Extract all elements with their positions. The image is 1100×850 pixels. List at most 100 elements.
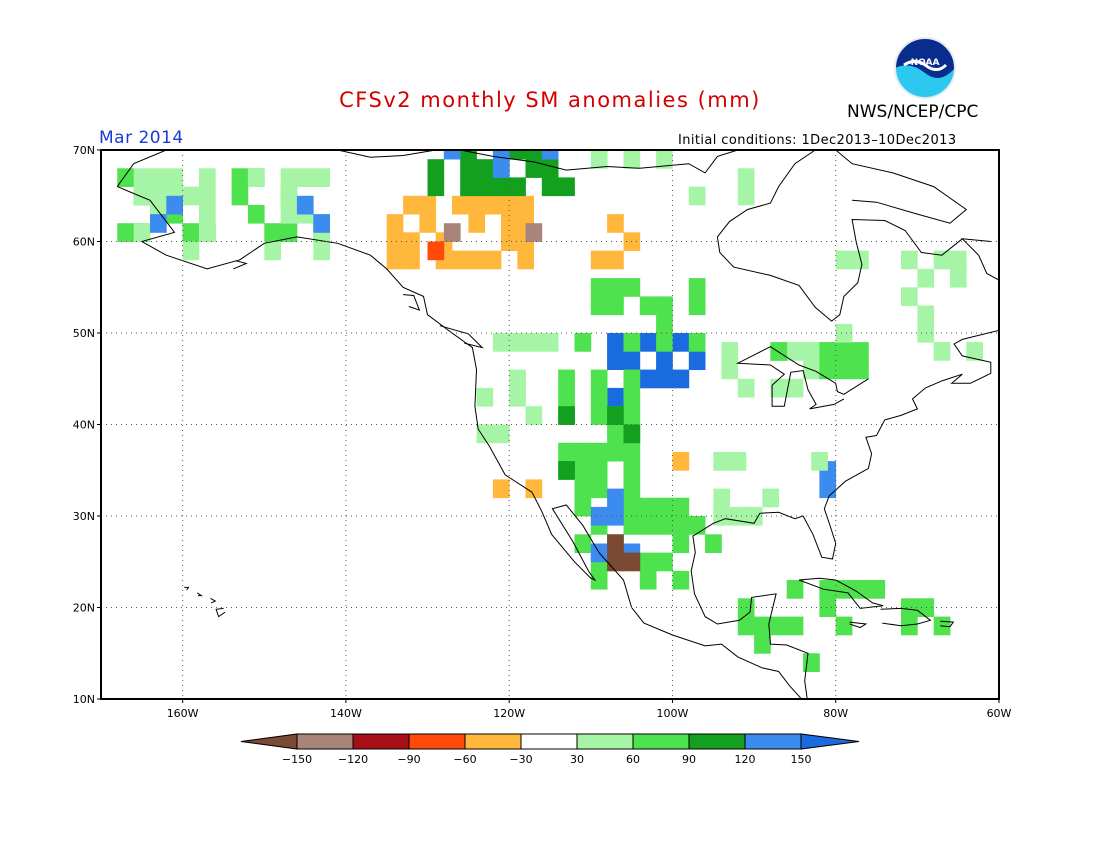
colorbar-segment [576, 733, 634, 750]
anomaly-cell [133, 168, 151, 187]
anomaly-cell [656, 333, 673, 352]
anomaly-cell [639, 296, 657, 316]
anomaly-cell [541, 177, 559, 197]
anomaly-cell [280, 168, 298, 187]
anomaly-cell [656, 150, 673, 169]
anomaly-cell [541, 150, 559, 160]
anomaly-cell [590, 369, 608, 389]
coastline-path [184, 586, 190, 591]
anomaly-cell [607, 442, 624, 462]
colorbar-label: −150 [282, 753, 312, 766]
anomaly-cell [182, 223, 200, 242]
anomaly-cell [590, 296, 608, 316]
anomaly-cell [786, 580, 804, 599]
colorbar-segment [744, 733, 802, 750]
anomaly-cell [607, 333, 624, 352]
lon-tick-label: 120W [493, 707, 525, 720]
lat-tick-label: 70N [73, 144, 95, 157]
anomaly-cell [590, 387, 608, 407]
anomaly-cell [476, 424, 494, 444]
anomaly-cell [182, 186, 200, 206]
anomaly-cell [460, 150, 477, 160]
anomaly-cell [623, 461, 641, 480]
anomaly-cell [517, 250, 534, 270]
anomaly-cell [541, 333, 559, 352]
anomaly-cell [509, 333, 526, 352]
anomaly-cell [852, 580, 869, 599]
colorbar-label: −90 [397, 753, 420, 766]
anomaly-cell [639, 570, 657, 590]
anomaly-cell [835, 250, 853, 270]
anomaly-cell [623, 552, 641, 572]
anomaly-cell [656, 314, 673, 334]
coastline-path [460, 150, 738, 174]
anomaly-cell [313, 214, 330, 233]
coastline-path [210, 597, 217, 604]
colorbar-segment [352, 733, 410, 750]
anomaly-cell [199, 223, 216, 242]
anomaly-cell [607, 214, 624, 233]
anomaly-cell [574, 497, 592, 517]
anomaly-cell [607, 387, 624, 407]
colorbar-label: 30 [570, 753, 584, 766]
anomaly-cell [403, 250, 420, 270]
coastline-path [940, 620, 955, 628]
anomaly-cell [607, 250, 624, 270]
coastline-path [798, 577, 884, 609]
colorbar-left-arrow [240, 733, 298, 750]
anomaly-cell [770, 378, 788, 398]
anomaly-cell [623, 479, 641, 499]
anomaly-cell [819, 598, 837, 617]
anomaly-cells [117, 150, 983, 672]
lat-tick-label: 10N [73, 693, 95, 706]
anomaly-cell [705, 534, 722, 553]
anomaly-cell [803, 342, 820, 361]
anomaly-cell [713, 452, 730, 471]
anomaly-cell [199, 168, 216, 187]
anomaly-cell [607, 506, 624, 526]
anomaly-cell [901, 616, 918, 636]
anomaly-cell [966, 342, 983, 361]
anomaly-cell [558, 369, 575, 389]
anomaly-cell [150, 186, 167, 206]
colorbar-label: 90 [682, 753, 696, 766]
anomaly-cell [762, 488, 779, 508]
lat-tick-label: 40N [73, 419, 95, 432]
anomaly-cell [656, 497, 673, 517]
anomaly-cell [558, 442, 575, 462]
anomaly-cell [901, 250, 918, 270]
anomaly-cell [492, 479, 510, 499]
anomaly-cell [917, 268, 935, 288]
anomaly-cell [672, 452, 690, 471]
lat-tick-label: 30N [73, 510, 95, 523]
anomaly-cell [476, 159, 494, 178]
coastlines [116, 150, 999, 699]
anomaly-cell [819, 342, 837, 361]
anomaly-cell [590, 479, 608, 499]
anomaly-cell [950, 268, 967, 288]
agency-label: NWS/NCEP/CPC [847, 102, 979, 122]
anomaly-cell [835, 323, 853, 343]
lat-tick-label: 50N [73, 327, 95, 340]
anomaly-cell [590, 570, 608, 590]
coastline-path [690, 238, 999, 699]
coastline-path [197, 592, 204, 597]
anomaly-cell [786, 378, 804, 398]
anomaly-cell [607, 406, 624, 425]
anomaly-cell [460, 177, 477, 197]
anomaly-cell [492, 177, 510, 197]
anomaly-cell [811, 452, 828, 471]
anomaly-cell [737, 378, 755, 398]
anomaly-cell [386, 250, 404, 270]
anomaly-cell [150, 214, 167, 233]
anomaly-cell [280, 186, 298, 206]
valid-month-label: Mar 2014 [99, 128, 184, 148]
lon-tick-label: 80W [823, 707, 848, 720]
coastline-path [337, 150, 436, 158]
map-background [101, 150, 999, 699]
anomaly-cell [672, 369, 690, 389]
anomaly-cell [639, 333, 657, 352]
anomaly-cell [427, 159, 445, 178]
anomaly-cell [509, 177, 526, 197]
